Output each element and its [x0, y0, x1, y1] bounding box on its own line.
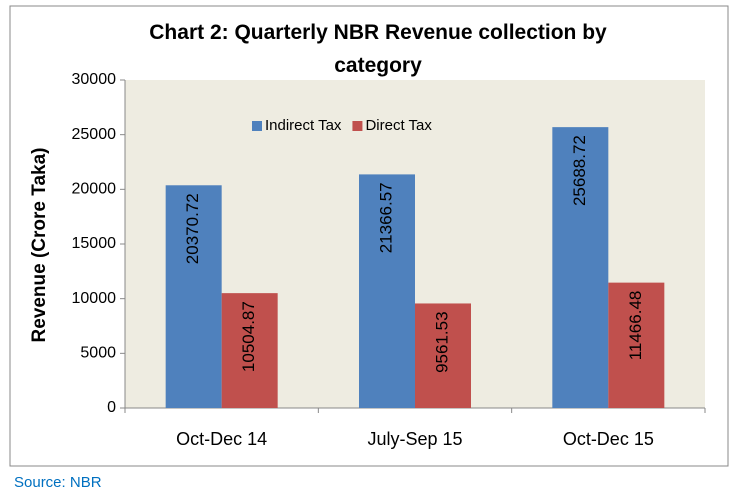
data-label: 10504.87 — [239, 301, 258, 372]
x-tick-label: Oct-Dec 14 — [176, 429, 267, 449]
bar — [608, 282, 665, 408]
y-axis-label: Revenue (Crore Taka) — [29, 148, 50, 343]
bar — [552, 127, 609, 408]
data-label: 9561.53 — [432, 311, 451, 372]
data-label: 21366.57 — [376, 182, 395, 253]
x-tick-label: July-Sep 15 — [367, 429, 462, 449]
data-label: 25688.72 — [570, 135, 589, 206]
y-tick-label: 25000 — [72, 126, 117, 143]
legend-swatch — [252, 121, 262, 131]
y-tick-label: 10000 — [72, 290, 117, 307]
bar — [359, 174, 415, 408]
bar — [165, 185, 222, 408]
y-tick-label: 5000 — [80, 345, 116, 362]
legend-label: Indirect Tax — [265, 117, 342, 134]
x-tick-label: Oct-Dec 15 — [563, 429, 654, 449]
y-tick-label: 30000 — [72, 71, 117, 88]
legend-swatch — [352, 121, 363, 131]
y-tick-label: 0 — [107, 399, 116, 416]
chart-title: Chart 2: Quarterly NBR Revenue collectio… — [149, 21, 607, 77]
source-note: Source: NBR — [14, 474, 102, 491]
y-tick-label: 15000 — [72, 235, 117, 252]
data-label: 20370.72 — [183, 193, 202, 264]
legend-label: Direct Tax — [365, 117, 432, 134]
bar — [415, 303, 471, 408]
data-label: 11466.48 — [626, 291, 645, 361]
bar — [221, 293, 278, 408]
y-tick-label: 20000 — [72, 181, 117, 198]
